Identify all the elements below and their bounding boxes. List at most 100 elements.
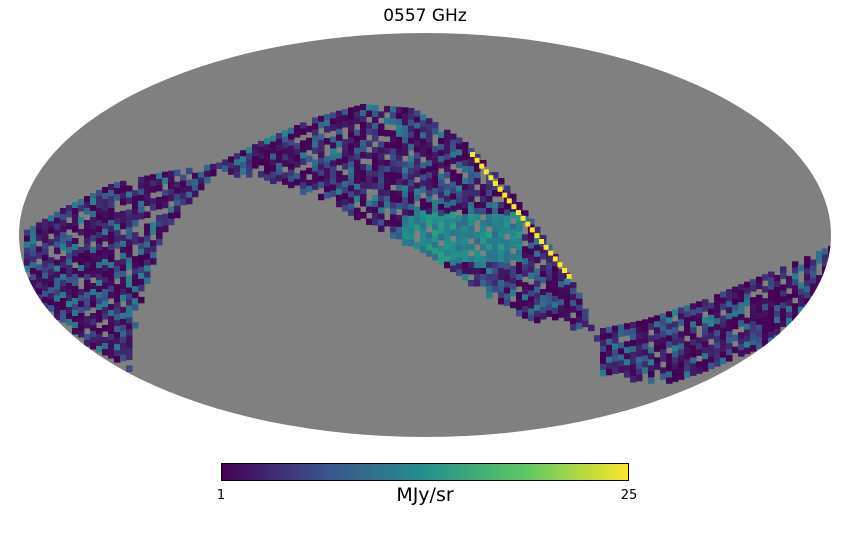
sky-pixel	[804, 256, 811, 263]
sky-pixel	[798, 264, 805, 272]
sky-pixel	[450, 199, 457, 207]
sky-pixel	[708, 356, 715, 364]
colorbar	[221, 463, 629, 481]
sky-pixel	[48, 221, 55, 228]
sky-pixel	[162, 171, 169, 179]
sky-pixel	[90, 289, 97, 296]
sky-pixel	[498, 214, 505, 221]
sky-pixel	[678, 307, 685, 314]
sky-pixel	[486, 280, 493, 287]
sky-pixel	[558, 269, 565, 276]
sky-pixel	[36, 294, 43, 301]
sky-pixel	[462, 214, 469, 221]
sky-pixel	[120, 288, 127, 296]
sky-pixel	[690, 363, 697, 370]
sky-pixel	[330, 166, 337, 173]
sky-pixel	[420, 198, 427, 205]
sky-pixel	[444, 207, 451, 215]
sky-pixel	[354, 171, 361, 179]
sky-pixel	[342, 205, 349, 212]
sky-pixel	[180, 198, 187, 206]
sky-pixel	[630, 340, 637, 347]
sky-pixel	[144, 229, 151, 237]
sky-pixel	[762, 274, 769, 281]
sky-pixel	[558, 299, 565, 306]
sky-pixel	[456, 173, 463, 180]
sky-pixel	[378, 177, 385, 184]
sky-pixel	[348, 203, 355, 210]
sky-pixel	[84, 268, 91, 275]
sky-pixel	[66, 205, 73, 212]
sky-pixel	[750, 315, 757, 322]
sky-pixel	[402, 173, 409, 180]
sky-pixel	[396, 184, 403, 192]
sky-pixel	[480, 208, 487, 215]
sky-pixel	[552, 295, 559, 303]
sky-pixel	[444, 141, 451, 149]
sky-pixel	[450, 151, 457, 159]
sky-pixel	[396, 106, 403, 114]
sky-pixel	[48, 305, 55, 312]
sky-pixel	[708, 314, 715, 322]
sky-pixel	[282, 178, 289, 185]
sky-pixel	[438, 227, 445, 235]
sky-pixel	[318, 175, 325, 183]
sky-pixel	[366, 110, 373, 117]
sky-pixel	[510, 283, 517, 291]
sky-pixel	[462, 208, 469, 215]
sky-pixel	[288, 133, 295, 141]
sky-pixel	[672, 363, 679, 370]
sky-pixel	[666, 353, 673, 360]
sky-pixel	[276, 168, 283, 176]
sky-pixel	[474, 250, 481, 257]
sky-pixel	[372, 104, 379, 112]
sky-pixel	[234, 159, 241, 166]
sky-pixel	[672, 309, 679, 316]
sky-pixel	[144, 247, 151, 255]
sky-pixel	[276, 156, 283, 164]
sky-pixel	[498, 280, 505, 287]
sky-pixel	[462, 244, 469, 251]
sky-pixel	[480, 256, 487, 263]
sky-pixel	[438, 215, 445, 223]
sky-pixel	[162, 195, 169, 203]
sky-pixel	[168, 194, 175, 202]
sky-pixel	[474, 214, 481, 221]
sky-pixel	[630, 364, 637, 371]
sky-pixel	[360, 200, 367, 207]
sky-pixel	[684, 323, 691, 330]
sky-pixel	[510, 241, 517, 249]
sky-pixel	[126, 341, 133, 348]
sky-pixel	[516, 292, 523, 299]
sky-pixel	[36, 246, 43, 253]
sky-pixel	[390, 172, 397, 179]
sky-pixel-saturated	[470, 152, 475, 157]
sky-pixel	[492, 214, 499, 221]
sky-pixel	[462, 178, 469, 185]
sky-pixel	[558, 311, 565, 318]
sky-pixel	[786, 317, 793, 325]
sky-pixel	[690, 357, 697, 364]
sky-pixel	[642, 331, 649, 338]
sky-pixel	[102, 211, 109, 218]
sky-pixel	[24, 265, 31, 273]
sky-pixel	[546, 286, 553, 293]
sky-pixel	[144, 235, 151, 243]
sky-pixel	[324, 138, 331, 145]
sky-pixel	[138, 248, 145, 256]
sky-pixel	[720, 351, 727, 359]
sky-pixel	[462, 274, 469, 281]
sky-pixel	[798, 300, 805, 308]
sky-pixel	[210, 169, 217, 177]
sky-pixel	[600, 334, 607, 341]
sky-pixel	[144, 199, 151, 207]
sky-pixel	[48, 239, 55, 246]
sky-pixel	[258, 147, 265, 154]
sky-pixel	[372, 122, 379, 130]
sky-pixel	[42, 278, 49, 286]
chart-title: 0557 GHz	[383, 6, 467, 26]
sky-pixel	[312, 129, 319, 136]
sky-pixel	[60, 208, 67, 215]
sky-pixel	[204, 164, 211, 172]
sky-pixel-saturated	[562, 268, 567, 273]
